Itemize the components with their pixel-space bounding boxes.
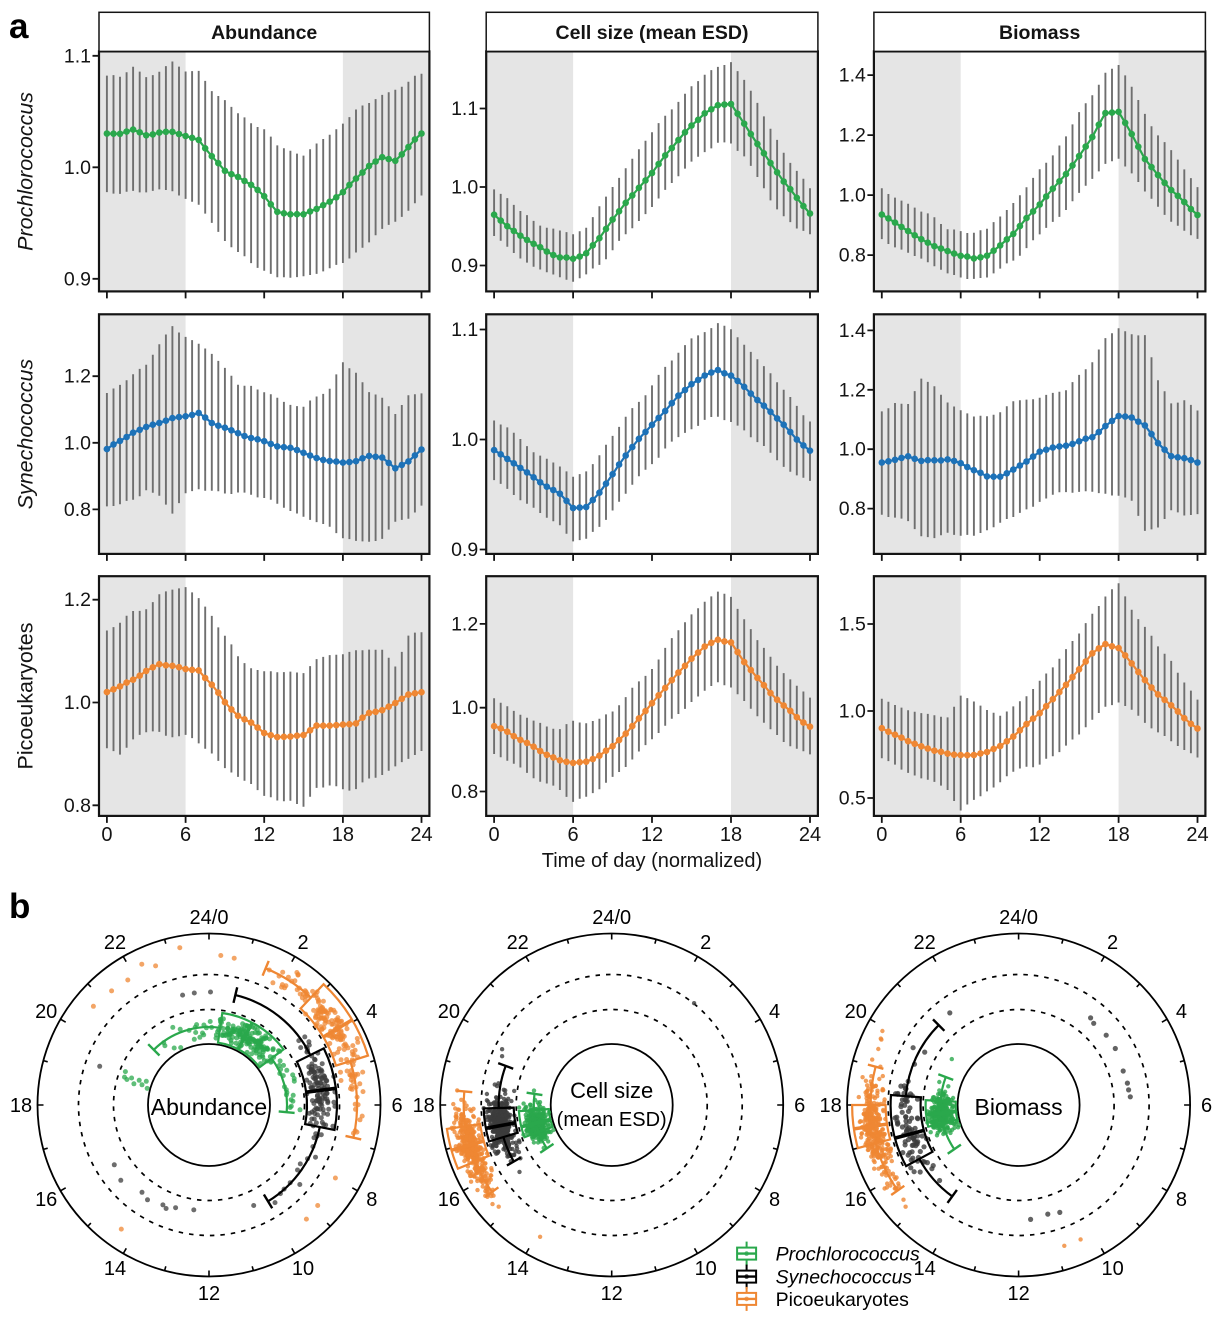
- svg-text:(mean ESD): (mean ESD): [557, 1109, 667, 1131]
- svg-text:18: 18: [413, 1095, 435, 1117]
- svg-text:1.0: 1.0: [451, 697, 478, 719]
- svg-text:1.4: 1.4: [839, 65, 866, 87]
- svg-text:6: 6: [794, 1095, 805, 1117]
- svg-text:18: 18: [819, 1095, 841, 1117]
- svg-text:Prochlorococcus: Prochlorococcus: [776, 1244, 920, 1266]
- svg-text:16: 16: [35, 1189, 57, 1211]
- svg-text:Biomass: Biomass: [999, 22, 1080, 44]
- svg-text:22: 22: [507, 932, 529, 954]
- svg-text:0.9: 0.9: [451, 539, 478, 561]
- svg-text:14: 14: [507, 1258, 529, 1280]
- svg-text:4: 4: [1176, 1001, 1187, 1023]
- svg-text:18: 18: [1107, 824, 1129, 846]
- svg-text:10: 10: [292, 1258, 314, 1280]
- svg-text:12: 12: [253, 824, 275, 846]
- svg-text:16: 16: [438, 1189, 460, 1211]
- svg-text:1.0: 1.0: [64, 157, 91, 179]
- svg-text:0.8: 0.8: [64, 499, 91, 521]
- svg-text:Cell size: Cell size: [570, 1078, 653, 1103]
- svg-text:20: 20: [845, 1001, 867, 1023]
- svg-text:14: 14: [913, 1258, 935, 1280]
- svg-text:10: 10: [695, 1258, 717, 1280]
- svg-text:1.1: 1.1: [451, 319, 478, 341]
- svg-text:4: 4: [366, 1001, 377, 1023]
- svg-text:2: 2: [700, 932, 711, 954]
- svg-text:Picoeukaryotes: Picoeukaryotes: [14, 623, 38, 770]
- svg-text:8: 8: [366, 1189, 377, 1211]
- svg-text:6: 6: [1201, 1095, 1212, 1117]
- svg-text:0.9: 0.9: [451, 255, 478, 277]
- svg-text:4: 4: [769, 1001, 780, 1023]
- svg-text:18: 18: [332, 824, 354, 846]
- svg-text:Synechococcus: Synechococcus: [14, 359, 38, 510]
- svg-text:8: 8: [769, 1189, 780, 1211]
- svg-text:24/0: 24/0: [592, 907, 631, 929]
- svg-text:6: 6: [391, 1095, 402, 1117]
- svg-text:20: 20: [438, 1001, 460, 1023]
- svg-text:1.2: 1.2: [64, 366, 91, 388]
- svg-text:0: 0: [489, 824, 500, 846]
- svg-text:1.0: 1.0: [451, 429, 478, 451]
- svg-text:20: 20: [35, 1001, 57, 1023]
- svg-text:0.8: 0.8: [64, 795, 91, 817]
- svg-text:1.1: 1.1: [451, 98, 478, 120]
- svg-text:16: 16: [845, 1189, 867, 1211]
- svg-text:Prochlorococcus: Prochlorococcus: [14, 92, 38, 251]
- svg-text:Abundance: Abundance: [211, 22, 317, 44]
- svg-text:1.0: 1.0: [839, 185, 866, 207]
- svg-text:1.2: 1.2: [64, 589, 91, 611]
- svg-text:1.0: 1.0: [839, 439, 866, 461]
- svg-text:1.2: 1.2: [839, 379, 866, 401]
- svg-text:12: 12: [198, 1283, 220, 1305]
- svg-text:12: 12: [641, 824, 663, 846]
- svg-text:12: 12: [1029, 824, 1051, 846]
- svg-text:Abundance: Abundance: [151, 1094, 267, 1120]
- svg-text:24: 24: [799, 824, 821, 846]
- svg-text:0.8: 0.8: [451, 781, 478, 803]
- svg-text:18: 18: [720, 824, 742, 846]
- svg-text:24/0: 24/0: [190, 907, 229, 929]
- svg-text:Picoeukaryotes: Picoeukaryotes: [776, 1289, 910, 1311]
- svg-text:2: 2: [1107, 932, 1118, 954]
- svg-text:12: 12: [1007, 1283, 1029, 1305]
- svg-text:24/0: 24/0: [999, 907, 1038, 929]
- svg-text:0.5: 0.5: [839, 788, 866, 810]
- svg-text:1.4: 1.4: [839, 320, 866, 342]
- svg-text:2: 2: [297, 932, 308, 954]
- svg-text:1.2: 1.2: [451, 613, 478, 635]
- svg-text:0: 0: [101, 824, 112, 846]
- svg-text:22: 22: [913, 932, 935, 954]
- svg-text:1.0: 1.0: [451, 177, 478, 199]
- svg-text:0.8: 0.8: [839, 498, 866, 520]
- svg-text:1.5: 1.5: [839, 614, 866, 636]
- svg-text:1.0: 1.0: [64, 692, 91, 714]
- svg-text:6: 6: [180, 824, 191, 846]
- svg-text:Cell size (mean ESD): Cell size (mean ESD): [556, 22, 749, 44]
- svg-text:6: 6: [955, 824, 966, 846]
- svg-text:12: 12: [601, 1283, 623, 1305]
- svg-text:0.8: 0.8: [839, 245, 866, 267]
- svg-text:1.1: 1.1: [64, 45, 91, 67]
- svg-text:18: 18: [10, 1095, 32, 1117]
- svg-text:24: 24: [1186, 824, 1208, 846]
- svg-text:22: 22: [104, 932, 126, 954]
- svg-text:14: 14: [104, 1258, 126, 1280]
- svg-text:b: b: [9, 887, 30, 926]
- svg-text:10: 10: [1101, 1258, 1123, 1280]
- svg-text:0: 0: [876, 824, 887, 846]
- svg-text:Synechococcus: Synechococcus: [776, 1267, 913, 1289]
- svg-text:Biomass: Biomass: [974, 1094, 1062, 1120]
- svg-text:Time of day (normalized): Time of day (normalized): [542, 850, 762, 872]
- svg-text:1.2: 1.2: [839, 125, 866, 147]
- svg-text:1.0: 1.0: [64, 432, 91, 454]
- svg-text:1.0: 1.0: [839, 701, 866, 723]
- svg-text:24: 24: [410, 824, 432, 846]
- svg-text:0.9: 0.9: [64, 268, 91, 290]
- svg-text:6: 6: [568, 824, 579, 846]
- svg-text:8: 8: [1176, 1189, 1187, 1211]
- svg-text:a: a: [9, 7, 29, 46]
